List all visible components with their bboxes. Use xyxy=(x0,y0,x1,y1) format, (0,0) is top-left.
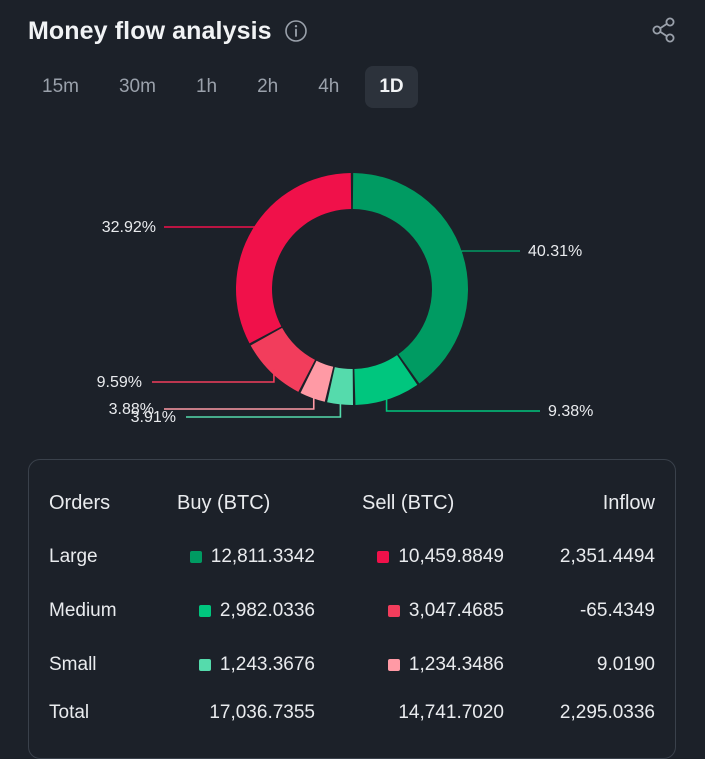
buy-cell: 12,811.3342 xyxy=(179,542,315,572)
inflow-value: 9.0190 xyxy=(596,654,655,675)
buy-cell: 1,243.3676 xyxy=(179,650,315,680)
buy-header: Buy (BTC) xyxy=(177,492,271,514)
tab-30m[interactable]: 30m xyxy=(118,76,156,97)
table-row: Medium 2,982.0336 3,047.4685 -65.4349 xyxy=(29,596,675,626)
leader-line-buy-medium xyxy=(385,395,540,412)
leader-line-sell-small xyxy=(164,394,315,410)
sell-small-swatch xyxy=(387,659,400,671)
page-title: Money flow analysis xyxy=(28,16,272,45)
header: Money flow analysis xyxy=(28,12,678,50)
buy-value: 1,243.3676 xyxy=(219,654,315,675)
sell-value: 10,459.8849 xyxy=(398,546,504,567)
inflow-value: 2,351.4494 xyxy=(559,546,655,567)
data-label-buy-large: 40.31% xyxy=(528,243,582,260)
total-label: Total xyxy=(49,702,90,723)
buy-small-swatch xyxy=(198,659,211,671)
donut-slice-sell-large[interactable] xyxy=(236,173,352,344)
sell-medium-swatch xyxy=(387,605,400,617)
sell-cell: 3,047.4685 xyxy=(359,596,504,626)
sell-cell: 1,234.3486 xyxy=(359,650,504,680)
money-flow-donut-chart: 40.31% 9.38% 3.91%3.88% 9.59% 32.92% xyxy=(97,173,593,426)
row-label: Medium xyxy=(49,600,117,621)
orders-table: Orders Buy (BTC) Sell (BTC) Inflow Large… xyxy=(28,459,676,759)
leader-line-sell-medium xyxy=(152,369,275,383)
tab-4h[interactable]: 4h xyxy=(318,76,340,97)
buy-large-swatch xyxy=(189,551,202,563)
buy-value: 12,811.3342 xyxy=(210,546,315,567)
table-header: Orders Buy (BTC) Sell (BTC) Inflow xyxy=(29,488,675,518)
donut-slice-sell-medium[interactable] xyxy=(250,327,315,392)
tab-1d[interactable]: 1D xyxy=(365,66,418,108)
inflow-header: Inflow xyxy=(602,492,655,514)
orders-header: Orders xyxy=(49,492,111,514)
data-label-buy-medium: 9.38% xyxy=(548,403,593,420)
row-label: Large xyxy=(49,546,98,567)
sell-large-swatch xyxy=(377,551,390,563)
leader-line-buy-large xyxy=(458,250,520,256)
leader-line-buy-small xyxy=(186,400,342,418)
info-icon[interactable] xyxy=(284,19,308,43)
sell-cell: 10,459.8849 xyxy=(359,542,504,572)
row-label: Small xyxy=(49,654,97,675)
buy-cell: 2,982.0336 xyxy=(179,596,315,626)
sell-header: Sell (BTC) xyxy=(362,492,455,514)
donut-slice-sell-small[interactable] xyxy=(300,360,334,402)
share-icon[interactable] xyxy=(650,16,678,44)
buy-medium-swatch xyxy=(198,605,211,617)
tab-2h[interactable]: 2h xyxy=(257,76,279,97)
table-total-row: Total 17,036.7355 14,741.7020 2,295.0336 xyxy=(29,698,675,728)
table-row: Small 1,243.3676 1,234.3486 9.0190 xyxy=(29,650,675,680)
donut-slice-buy-small[interactable] xyxy=(327,367,354,405)
data-label-buy-small: 3.91% xyxy=(131,409,176,426)
sell-value: 3,047.4685 xyxy=(408,600,504,621)
timeframe-tabs: 15m 30m 1h 2h 4h 1D xyxy=(28,66,430,108)
data-label-sell-small: 3.88% xyxy=(109,401,154,418)
donut-slice-buy-large[interactable] xyxy=(352,173,469,384)
leader-line-sell-large xyxy=(164,226,257,232)
sell-value: 1,234.3486 xyxy=(408,654,504,675)
data-label-sell-medium: 9.59% xyxy=(97,374,142,391)
donut-slice-buy-medium[interactable] xyxy=(354,355,418,405)
total-inflow: 2,295.0336 xyxy=(559,702,655,723)
tab-15m[interactable]: 15m xyxy=(42,76,79,97)
total-sell: 14,741.7020 xyxy=(398,702,504,723)
inflow-value: -65.4349 xyxy=(579,600,655,621)
tab-1h[interactable]: 1h xyxy=(195,76,218,97)
total-buy: 17,036.7355 xyxy=(209,702,315,723)
buy-value: 2,982.0336 xyxy=(219,600,315,621)
data-label-sell-large: 32.92% xyxy=(102,219,156,236)
table-row: Large 12,811.3342 10,459.8849 2,351.4494 xyxy=(29,542,675,572)
